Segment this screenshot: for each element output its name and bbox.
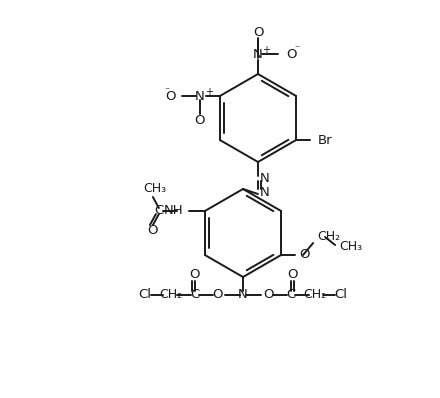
Text: C: C (191, 289, 200, 302)
Text: O: O (165, 90, 176, 103)
Text: ⁻: ⁻ (165, 86, 170, 96)
Text: N: N (253, 47, 263, 60)
Text: O: O (287, 269, 297, 281)
Text: O: O (299, 248, 310, 261)
Text: +: + (262, 45, 270, 55)
Text: O: O (286, 47, 297, 60)
Text: N: N (238, 289, 248, 302)
Text: O: O (189, 269, 199, 281)
Text: Br: Br (318, 133, 333, 146)
Text: O: O (148, 224, 158, 238)
Text: N: N (260, 172, 270, 185)
Text: Cl: Cl (139, 289, 151, 302)
Text: Cl: Cl (334, 289, 348, 302)
Text: CH₂: CH₂ (317, 230, 340, 244)
Text: ⁻: ⁻ (294, 44, 299, 54)
Text: N: N (260, 185, 270, 199)
Text: +: + (205, 87, 213, 97)
Text: CH₃: CH₃ (339, 240, 362, 254)
Text: CH₃: CH₃ (143, 183, 166, 195)
Text: NH: NH (163, 205, 183, 217)
Text: N: N (195, 90, 205, 103)
Text: CH₂: CH₂ (159, 289, 183, 302)
Text: O: O (194, 113, 205, 127)
Text: CH₂: CH₂ (304, 289, 326, 302)
Text: O: O (253, 25, 263, 39)
Text: C: C (286, 289, 296, 302)
Text: O: O (264, 289, 274, 302)
Text: C: C (154, 205, 164, 217)
Text: O: O (212, 289, 222, 302)
